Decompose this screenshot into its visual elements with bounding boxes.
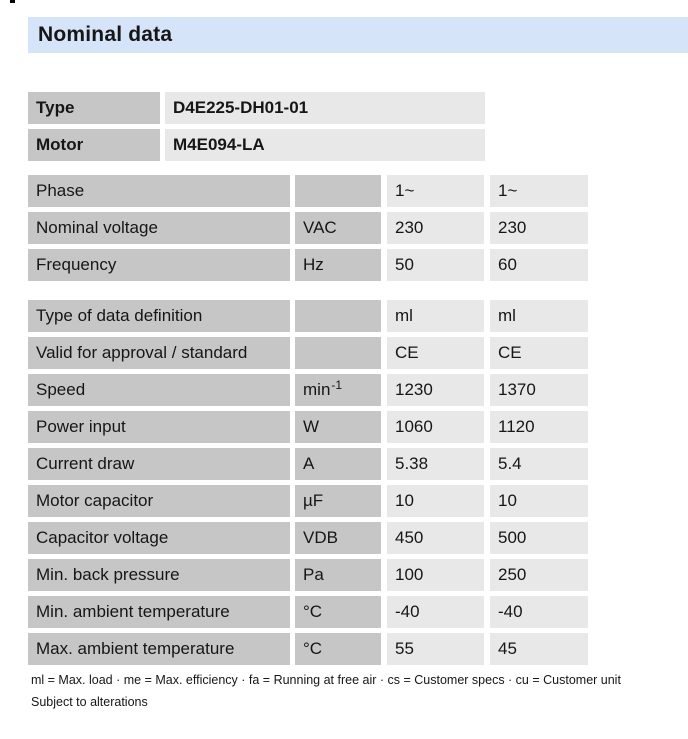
- spec-unit-cell: A: [295, 448, 381, 480]
- spec-unit-cell: Pa: [295, 559, 381, 591]
- unit-text: °C: [303, 639, 323, 658]
- spec-label-cell: Max. ambient temperature: [28, 633, 290, 665]
- spec-value-cell-60hz: -40: [490, 596, 588, 628]
- spec-value-cell-60hz: 60: [490, 249, 588, 281]
- spec-label-cell: Speed: [28, 374, 290, 406]
- spec-row: Power input W 1060 1120: [28, 411, 588, 443]
- spec-label-cell: Valid for approval / standard: [28, 337, 290, 369]
- spec-value-cell-60hz: ml: [490, 300, 588, 332]
- spec-value-cell-50hz: -40: [387, 596, 484, 628]
- spec-value-cell-60hz: 10: [490, 485, 588, 517]
- spec-unit-cell: VDB: [295, 522, 381, 554]
- unit-text: VAC: [303, 218, 337, 237]
- id-value-cell: D4E225-DH01-01: [165, 92, 485, 124]
- spec-label-cell: Current draw: [28, 448, 290, 480]
- spec-table-performance: Type of data definition ml ml Valid for app…: [28, 300, 588, 670]
- spec-row: Valid for approval / standard CE CE: [28, 337, 588, 369]
- spec-value-cell-50hz: 1060: [387, 411, 484, 443]
- unit-superscript: -1: [331, 378, 343, 392]
- unit-text: Hz: [303, 255, 324, 274]
- spec-value-cell-60hz: 1370: [490, 374, 588, 406]
- spec-value-cell-50hz: 230: [387, 212, 484, 244]
- spec-value-cell-50hz: 55: [387, 633, 484, 665]
- spec-unit-cell: Hz: [295, 249, 381, 281]
- unit-text: W: [303, 417, 320, 436]
- id-label-cell: Motor: [28, 129, 160, 161]
- spec-label-cell: Power input: [28, 411, 290, 443]
- spec-value-cell-50hz: ml: [387, 300, 484, 332]
- spec-value-cell-50hz: 10: [387, 485, 484, 517]
- spec-row: Capacitor voltage VDB 450 500: [28, 522, 588, 554]
- spec-row: Speed min -1 1230 1370: [28, 374, 588, 406]
- spec-label-cell: Type of data definition: [28, 300, 290, 332]
- spec-unit-cell: [295, 300, 381, 332]
- spec-value-cell-50hz: 1~: [387, 175, 484, 207]
- spec-row: Min. back pressure Pa 100 250: [28, 559, 588, 591]
- spec-value-cell-60hz: 500: [490, 522, 588, 554]
- spec-row: Type of data definition ml ml: [28, 300, 588, 332]
- id-label-cell: Type: [28, 92, 160, 124]
- spec-value-cell-60hz: 45: [490, 633, 588, 665]
- id-row: Motor M4E094-LA: [28, 129, 485, 161]
- spec-label-cell: Motor capacitor: [28, 485, 290, 517]
- unit-text: °C: [303, 602, 323, 621]
- spec-label-cell: Phase: [28, 175, 290, 207]
- spec-value-cell-50hz: 5.38: [387, 448, 484, 480]
- footnote-alterations: Subject to alterations: [31, 694, 148, 709]
- unit-text: VDB: [303, 528, 338, 547]
- unit-text: min: [303, 380, 331, 399]
- spec-row: Frequency Hz 50 60: [28, 249, 588, 281]
- spec-row: Phase 1~ 1~: [28, 175, 588, 207]
- unit-text: Pa: [303, 565, 324, 584]
- spec-unit-cell: VAC: [295, 212, 381, 244]
- spec-row: Min. ambient temperature °C -40 -40: [28, 596, 588, 628]
- id-row: Type D4E225-DH01-01: [28, 92, 485, 124]
- spec-value-cell-60hz: 1120: [490, 411, 588, 443]
- page-title: Nominal data: [38, 23, 173, 46]
- spec-value-cell-60hz: 5.4: [490, 448, 588, 480]
- spec-label-cell: Min. back pressure: [28, 559, 290, 591]
- unit-text: A: [303, 454, 315, 473]
- spec-row: Max. ambient temperature °C 55 45: [28, 633, 588, 665]
- spec-row: Current draw A 5.38 5.4: [28, 448, 588, 480]
- spec-value-cell-50hz: CE: [387, 337, 484, 369]
- id-value-cell: M4E094-LA: [165, 129, 485, 161]
- unit-text: µF: [303, 491, 324, 510]
- spec-unit-cell: [295, 337, 381, 369]
- spec-table-electrical: Phase 1~ 1~ Nominal voltage VAC 230 230 Frequen…: [28, 175, 588, 286]
- spec-label-cell: Capacitor voltage: [28, 522, 290, 554]
- spec-value-cell-50hz: 1230: [387, 374, 484, 406]
- spec-unit-cell: µF: [295, 485, 381, 517]
- identification-table: Type D4E225-DH01-01 Motor M4E094-LA: [28, 92, 485, 166]
- spec-unit-cell: °C: [295, 633, 381, 665]
- spec-unit-cell: °C: [295, 596, 381, 628]
- spec-label-cell: Frequency: [28, 249, 290, 281]
- spec-value-cell-60hz: 250: [490, 559, 588, 591]
- spec-value-cell-50hz: 100: [387, 559, 484, 591]
- spec-row: Nominal voltage VAC 230 230: [28, 212, 588, 244]
- spec-unit-cell: [295, 175, 381, 207]
- section-header: Nominal data: [28, 17, 688, 53]
- spec-row: Motor capacitor µF 10 10: [28, 485, 588, 517]
- spec-value-cell-50hz: 450: [387, 522, 484, 554]
- page-corner-mark: [10, 0, 15, 3]
- footnote-legend: ml = Max. load · me = Max. efficiency · …: [31, 673, 621, 687]
- footnote: ml = Max. load · me = Max. efficiency · …: [31, 670, 621, 714]
- spec-label-cell: Min. ambient temperature: [28, 596, 290, 628]
- spec-unit-cell: min -1: [295, 374, 381, 406]
- spec-value-cell-50hz: 50: [387, 249, 484, 281]
- spec-value-cell-60hz: CE: [490, 337, 588, 369]
- spec-label-cell: Nominal voltage: [28, 212, 290, 244]
- spec-value-cell-60hz: 230: [490, 212, 588, 244]
- spec-value-cell-60hz: 1~: [490, 175, 588, 207]
- spec-unit-cell: W: [295, 411, 381, 443]
